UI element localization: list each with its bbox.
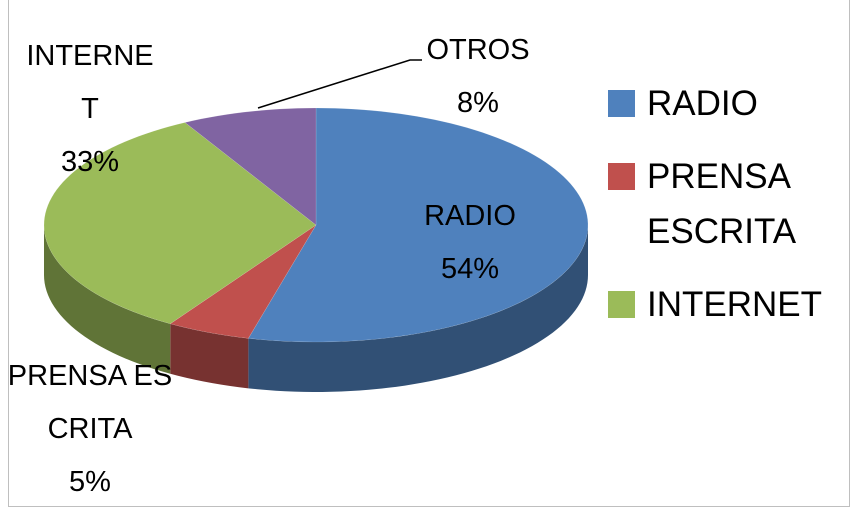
data-label-name: RADIO <box>424 200 516 232</box>
slice <box>247 107 589 343</box>
legend-label: INTERNET <box>647 285 822 324</box>
legend-label: PRENSA ESCRITA <box>647 157 797 251</box>
legend-label: RADIO <box>647 84 758 123</box>
leader-line <box>257 59 422 109</box>
data-label: RADIO 54% <box>424 190 516 296</box>
legend-swatch <box>608 90 635 117</box>
data-label: PRENSA ESCRITA 5% <box>5 350 175 508</box>
legend-swatch <box>608 291 635 318</box>
data-label-name: INTERNET <box>26 40 154 125</box>
data-label-value: 54% <box>440 253 500 285</box>
chart-frame <box>8 0 850 507</box>
data-label: INTERNET 33% <box>20 30 160 189</box>
slice <box>169 224 317 339</box>
data-label-name: PRENSA ESCRITA <box>7 360 173 445</box>
data-label-value: 33% <box>60 146 120 178</box>
legend-item: INTERNET <box>608 277 837 332</box>
data-label-value: 8% <box>457 87 499 119</box>
data-label: OTROS 8% <box>426 24 529 130</box>
data-label-name: OTROS <box>426 34 530 66</box>
slice-side <box>170 323 249 389</box>
slice-side <box>44 225 171 374</box>
legend-item: RADIO <box>608 76 837 131</box>
legend-swatch <box>608 163 635 190</box>
slice <box>43 122 317 325</box>
pie-tops <box>43 107 589 343</box>
data-label-value: 5% <box>69 466 111 498</box>
slice-side <box>248 225 588 392</box>
slice <box>184 107 317 226</box>
legend: RADIO PRENSA ESCRITA INTERNET <box>608 76 837 332</box>
pie-sides <box>44 225 588 392</box>
legend-item: PRENSA ESCRITA <box>608 149 837 259</box>
